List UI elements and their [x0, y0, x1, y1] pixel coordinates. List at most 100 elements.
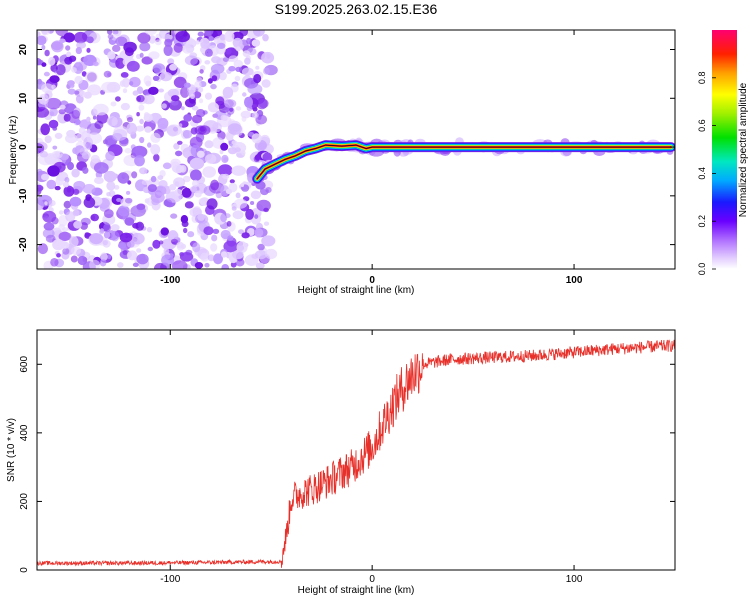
- noise-blob: [136, 253, 149, 265]
- colorbar-tick-label: 0.0: [697, 263, 707, 276]
- noise-blob: [261, 235, 276, 247]
- noise-blob: [231, 31, 244, 41]
- noise-blob: [92, 115, 97, 120]
- noise-blob: [244, 57, 251, 65]
- noise-blob: [135, 125, 145, 132]
- noise-blob: [52, 239, 65, 251]
- noise-blob: [240, 110, 252, 119]
- noise-blob: [103, 223, 111, 233]
- noise-blob: [144, 30, 157, 36]
- noise-blob: [160, 227, 169, 236]
- noise-blob: [42, 210, 57, 223]
- noise-blob: [171, 99, 179, 106]
- colorbar-tick-label: 0.6: [697, 119, 707, 132]
- noise-blob: [136, 86, 144, 94]
- noise-blob: [67, 161, 74, 171]
- noise-blob: [75, 47, 82, 55]
- noise-blob: [82, 183, 96, 194]
- noise-blob: [220, 114, 228, 121]
- noise-blob: [254, 228, 264, 238]
- noise-blob: [86, 132, 102, 144]
- ridge-center-line: [256, 144, 671, 180]
- noise-blob: [253, 73, 262, 84]
- noise-blob: [211, 234, 218, 242]
- noise-blob: [51, 40, 64, 53]
- noise-blob: [63, 32, 75, 43]
- noise-blob: [195, 40, 200, 45]
- noise-blob: [114, 185, 120, 190]
- noise-blob: [242, 50, 251, 58]
- noise-blob: [244, 96, 253, 108]
- noise-blob: [263, 221, 270, 226]
- noise-blob: [86, 36, 94, 44]
- noise-blob: [70, 246, 82, 256]
- noise-blob: [115, 96, 121, 102]
- noise-blob: [207, 102, 219, 113]
- noise-blob: [180, 86, 190, 98]
- noise-blob: [195, 109, 206, 118]
- noise-blob: [169, 184, 177, 191]
- spectrogram-ytick-label: 10: [18, 92, 29, 104]
- noise-blob: [253, 30, 265, 37]
- noise-blob: [107, 30, 113, 35]
- noise-blob: [59, 104, 66, 110]
- noise-blob: [228, 65, 236, 72]
- noise-blob: [65, 45, 71, 51]
- noise-blob: [222, 173, 230, 180]
- noise-blob: [94, 120, 104, 129]
- noise-blob: [154, 39, 162, 46]
- noise-blob: [220, 251, 228, 258]
- noise-blob: [41, 173, 50, 181]
- noise-blob: [240, 183, 245, 187]
- noise-blob: [137, 32, 151, 44]
- noise-blob: [85, 142, 93, 150]
- noise-blob: [58, 210, 64, 215]
- noise-blob: [166, 124, 182, 136]
- noise-blob: [125, 197, 133, 204]
- noise-blob: [203, 226, 214, 236]
- noise-blob: [66, 187, 72, 193]
- noise-blob: [218, 71, 227, 81]
- noise-blob: [119, 232, 133, 243]
- noise-blob: [183, 114, 193, 122]
- noise-blob: [86, 47, 91, 53]
- noise-blob: [94, 176, 104, 185]
- noise-blob: [183, 227, 188, 234]
- noise-blob: [37, 184, 44, 192]
- noise-blob: [216, 42, 226, 50]
- noise-blob: [190, 169, 202, 181]
- noise-blob: [220, 229, 231, 240]
- noise-blob: [224, 30, 235, 42]
- noise-blob: [220, 213, 228, 223]
- noise-blob: [55, 30, 68, 37]
- noise-blob: [117, 262, 124, 268]
- noise-blob: [102, 240, 108, 246]
- noise-blob: [175, 30, 190, 43]
- noise-blob: [187, 231, 195, 238]
- noise-blob: [126, 122, 137, 135]
- figure-title: S199.2025.263.02.15.E36: [275, 1, 438, 17]
- noise-blob: [235, 66, 242, 72]
- noise-blob: [196, 77, 203, 83]
- noise-blob: [200, 252, 210, 262]
- noise-blob: [247, 83, 263, 95]
- noise-blob: [58, 231, 72, 241]
- noise-blob: [234, 75, 241, 82]
- noise-blob: [63, 200, 72, 209]
- noise-blob: [254, 154, 261, 161]
- noise-blob: [49, 111, 55, 117]
- noise-blob: [150, 175, 157, 183]
- noise-blob: [110, 224, 120, 232]
- noise-blob: [212, 228, 220, 234]
- noise-blob: [199, 98, 204, 104]
- noise-blob: [189, 136, 203, 149]
- noise-blob: [83, 91, 92, 99]
- noise-blob: [204, 48, 213, 57]
- colorbar-tick-label: 0.4: [697, 167, 707, 180]
- noise-blob: [40, 30, 50, 36]
- noise-blob: [194, 125, 207, 135]
- noise-blob: [227, 147, 238, 155]
- noise-blob: [52, 126, 58, 131]
- noise-blob: [255, 65, 260, 70]
- noise-blob: [164, 38, 173, 47]
